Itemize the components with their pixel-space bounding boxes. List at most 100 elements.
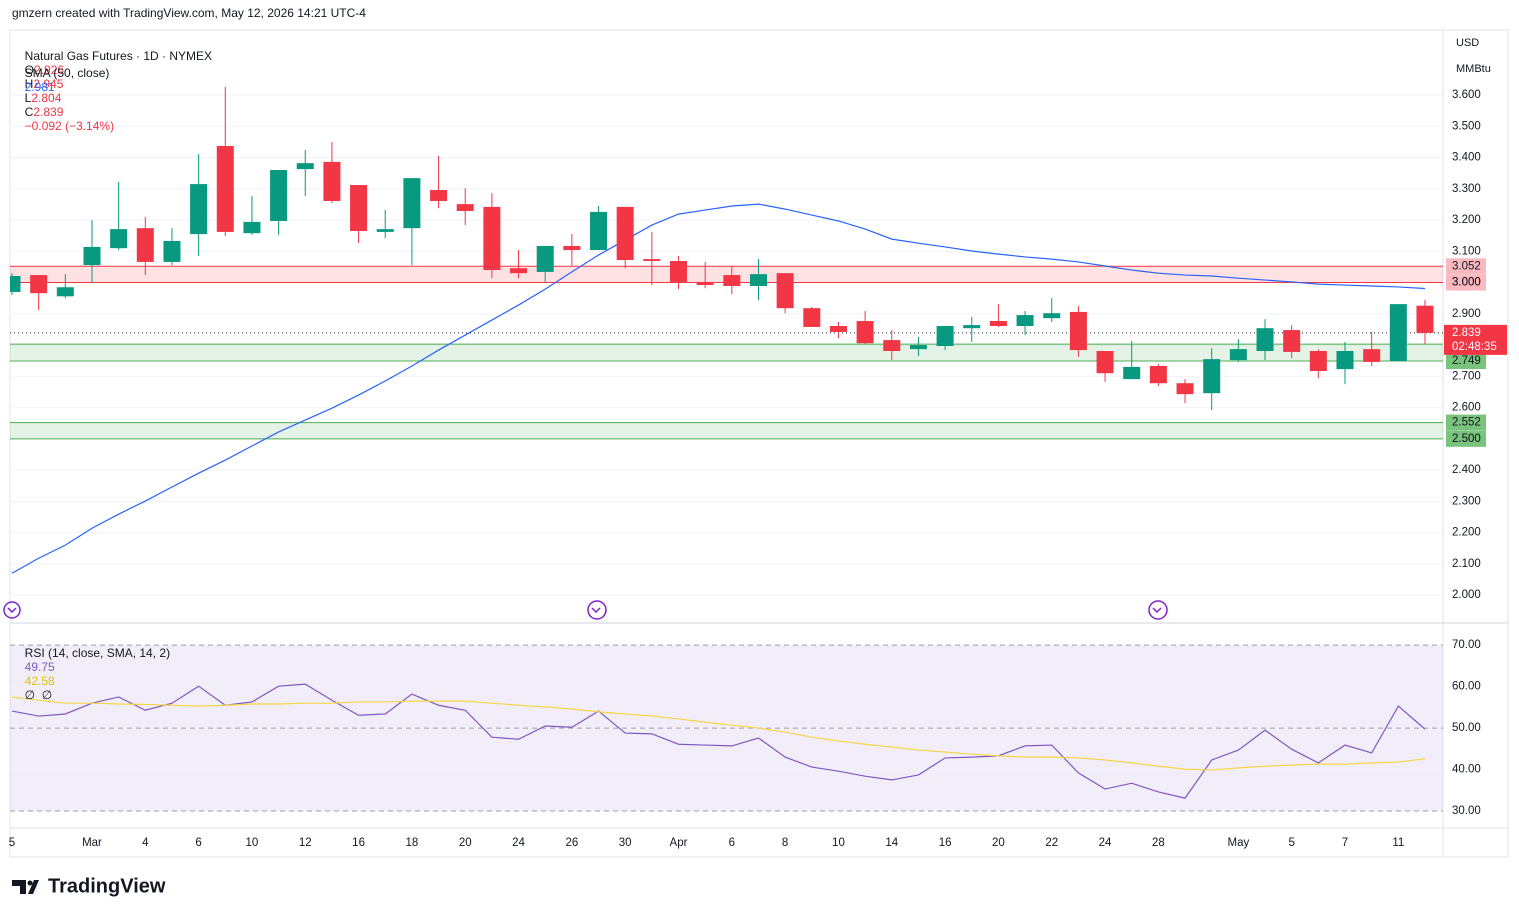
candle	[563, 234, 581, 266]
candle-body	[376, 229, 394, 232]
frame	[9, 29, 1509, 858]
candle	[909, 336, 927, 357]
candle-body	[1203, 359, 1221, 394]
candle-body	[1176, 383, 1194, 395]
y-tick-label: 40.00	[1452, 764, 1481, 776]
candle	[829, 321, 847, 339]
zone	[10, 344, 1443, 362]
l-letter: L	[24, 91, 32, 105]
candle	[1043, 298, 1061, 322]
rsi-value: 49.75	[24, 660, 55, 674]
candle-body	[616, 206, 634, 261]
x-tick-label: 5	[1288, 837, 1294, 849]
candle	[643, 231, 661, 286]
candle-body	[696, 281, 714, 286]
candle	[1336, 341, 1354, 385]
credit: gmzern created with TradingView.com, May…	[12, 6, 366, 20]
candle-body	[1149, 366, 1167, 384]
price-legend: Natural Gas Futures · 1D · NYMEX O2.926 …	[18, 35, 216, 133]
y-tick-label: 2.900	[1452, 308, 1481, 320]
candle-body	[1309, 351, 1327, 372]
candle	[216, 86, 234, 236]
candle	[1016, 310, 1034, 336]
candle	[323, 141, 341, 204]
x-tick-label: 11	[1392, 837, 1404, 849]
x-tick-label: 10	[246, 837, 259, 849]
y-tick-label: 3.200	[1452, 214, 1481, 226]
candle-body	[1416, 305, 1434, 333]
x-tick-label: 8	[782, 837, 788, 849]
candle	[296, 150, 314, 196]
candle	[696, 261, 714, 289]
candle	[723, 265, 741, 295]
candle-body	[963, 325, 981, 329]
candle-body	[883, 340, 901, 352]
candle-body	[163, 240, 181, 262]
zone-label-bg	[1446, 430, 1486, 447]
x-tick-label: 4	[142, 837, 149, 849]
h-letter: H	[24, 77, 34, 91]
zone-label-bg	[1446, 414, 1486, 431]
candle-body	[1069, 311, 1087, 351]
candle-body	[83, 246, 101, 266]
candle	[430, 155, 448, 209]
zone	[10, 266, 1443, 283]
currency: USD	[1456, 37, 1479, 49]
x-tick-label: 14	[885, 837, 898, 849]
countdown: 02:48:35	[1452, 341, 1497, 353]
candle	[536, 245, 554, 282]
sma-value: 2.981	[24, 80, 55, 94]
candle	[403, 178, 421, 266]
y-tick-label: 30.00	[1452, 805, 1481, 817]
candle	[1123, 341, 1141, 380]
rsi-legend: RSI (14, close, SMA, 14, 2) 49.75 42.58 …	[18, 632, 174, 702]
y-tick-label: 2.100	[1452, 558, 1481, 570]
l-value: 2.804	[31, 91, 62, 105]
candle	[1389, 304, 1407, 362]
y-tick-label: 60.00	[1452, 681, 1481, 693]
last-price-bg	[1444, 324, 1507, 355]
candle	[136, 216, 154, 276]
sma-line	[11, 203, 1426, 574]
candle-body	[243, 221, 261, 234]
candle-body	[403, 178, 421, 229]
zone-label: 3.052	[1452, 260, 1481, 272]
candle-body	[350, 185, 368, 231]
y-tick-label: 3.400	[1452, 152, 1481, 164]
candle	[883, 330, 901, 361]
rsi-line	[11, 696, 1426, 771]
y-tick-label: 2.300	[1452, 495, 1481, 507]
logo: TradingView	[12, 875, 166, 897]
y-tick-label: 2.200	[1452, 527, 1481, 539]
rsi-line	[11, 683, 1426, 799]
candle-body	[829, 326, 847, 332]
zone-label: 2.500	[1452, 433, 1481, 445]
candle-body	[1096, 351, 1114, 374]
candle	[1149, 364, 1167, 387]
x-tick-label: May	[1227, 837, 1249, 849]
candle	[1096, 351, 1114, 382]
candle	[749, 259, 767, 301]
zone-label: 2.749	[1452, 355, 1481, 367]
zone-label: 2.552	[1452, 417, 1481, 429]
candle	[776, 273, 794, 314]
zone-label-bg	[1446, 353, 1486, 370]
candle-body	[1283, 330, 1301, 352]
event-icons	[3, 600, 1168, 620]
candle-body	[590, 211, 608, 251]
x-tick-label: 12	[299, 837, 312, 849]
candle-body	[510, 268, 528, 274]
candle	[163, 228, 181, 266]
candle-body	[136, 228, 154, 262]
candle	[270, 170, 288, 236]
x-tick-label: 22	[1045, 837, 1058, 849]
candle-body	[749, 274, 767, 286]
candle-body	[1363, 349, 1381, 362]
candle-body	[456, 204, 474, 211]
candle	[670, 255, 687, 290]
candle-body	[216, 145, 234, 232]
candle	[1363, 331, 1381, 367]
candle	[243, 195, 261, 236]
